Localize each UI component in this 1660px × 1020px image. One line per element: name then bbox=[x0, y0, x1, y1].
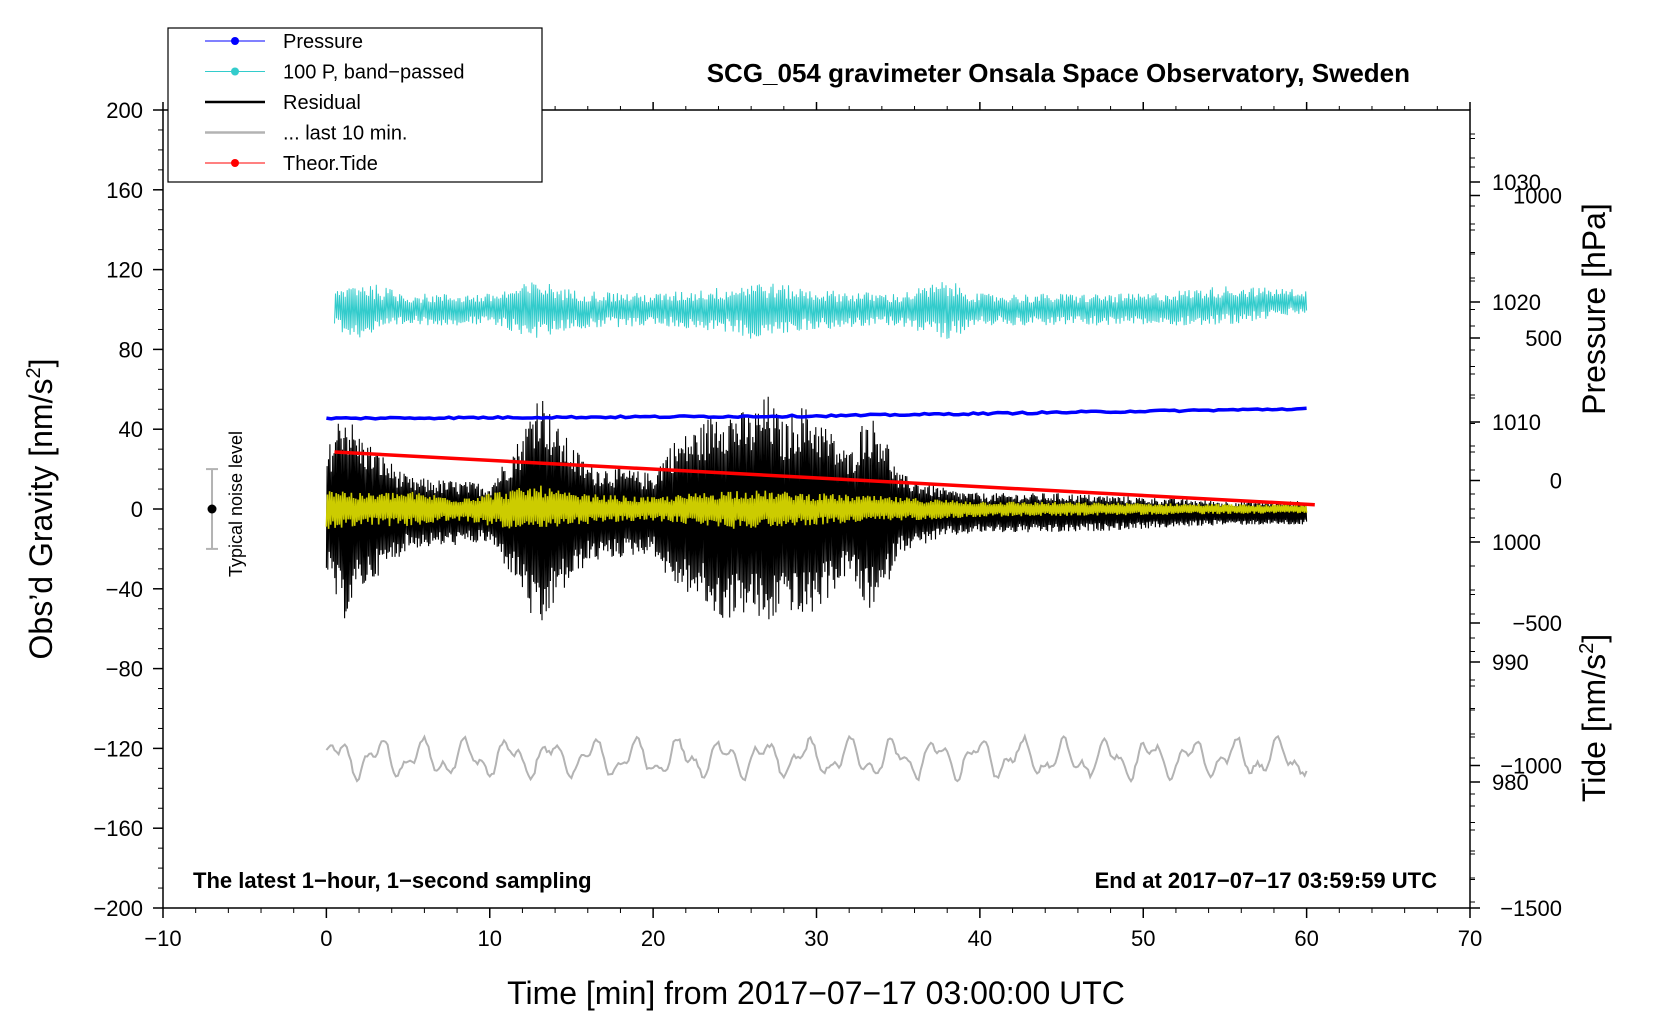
chart-title: SCG_054 gravimeter Onsala Space Observat… bbox=[707, 58, 1410, 88]
y-axis-gravity: −200 −160 −120 −80 −40 0 40 80 120 160 200 bbox=[93, 98, 163, 921]
y-tick-label: 160 bbox=[106, 178, 143, 203]
y-tick-label: −40 bbox=[106, 577, 143, 602]
pressure-tick-label: 1010 bbox=[1492, 410, 1541, 435]
x-tick-label: 40 bbox=[968, 926, 992, 951]
x-tick-label: 20 bbox=[641, 926, 665, 951]
y-axis-title-end: ] bbox=[23, 359, 59, 368]
x-tick-label: 60 bbox=[1294, 926, 1318, 951]
y-axis-title-main: Obs’d Gravity [nm/s bbox=[23, 379, 59, 660]
tide-tick-label: 0 bbox=[1550, 469, 1562, 494]
tide-tick-label: −500 bbox=[1512, 611, 1562, 636]
tide-axis-title: Tide [nm/s2] bbox=[1576, 634, 1612, 802]
y-tick-label: 40 bbox=[119, 417, 143, 442]
tide-tick-label: 500 bbox=[1525, 326, 1562, 351]
tide-axis-title-main: Tide [nm/s bbox=[1576, 654, 1612, 802]
x-tick-label: 30 bbox=[804, 926, 828, 951]
tide-axis-title-end: ] bbox=[1576, 634, 1612, 643]
legend-label: Residual bbox=[283, 92, 361, 114]
y-tick-label: −200 bbox=[93, 896, 143, 921]
y-tick-label: −120 bbox=[93, 736, 143, 761]
sampling-note: The latest 1−hour, 1−second sampling bbox=[193, 868, 592, 893]
end-time-note: End at 2017−07−17 03:59:59 UTC bbox=[1095, 868, 1438, 893]
y-axis-pressure: 980 990 1000 1010 1020 1030 bbox=[1470, 133, 1541, 903]
legend-label: Pressure bbox=[283, 31, 363, 53]
y-tick-label: 200 bbox=[106, 98, 143, 123]
y-axis-tide: −1500 −1000 −500 0 500 1000 bbox=[1470, 138, 1562, 921]
legend: Pressure 100 P, band−passed Residual ... la… bbox=[167, 27, 543, 183]
legend-marker bbox=[231, 37, 239, 45]
y-tick-label: 0 bbox=[131, 497, 143, 522]
legend-marker bbox=[231, 67, 239, 76]
x-tick-label: 50 bbox=[1131, 926, 1155, 951]
y-axis-title: Obs’d Gravity [nm/s2] bbox=[23, 359, 59, 660]
x-tick-label: −10 bbox=[144, 926, 181, 951]
y-axis-title-sup: 2 bbox=[23, 367, 45, 378]
x-tick-label: 0 bbox=[320, 926, 332, 951]
filtered-band-line bbox=[325, 485, 1308, 529]
tide-tick-label: −1500 bbox=[1500, 896, 1562, 921]
last-10-min-line bbox=[325, 733, 1308, 783]
theoretical-tide-line bbox=[334, 450, 1315, 507]
legend-box bbox=[167, 27, 543, 183]
legend-label: 100 P, band−passed bbox=[283, 62, 464, 84]
x-axis-title: Time [min] from 2017−07−17 03:00:00 UTC bbox=[507, 975, 1125, 1011]
y-tick-label: −160 bbox=[93, 816, 143, 841]
band-passed-pressure-line bbox=[334, 282, 1308, 339]
y-tick-label: 120 bbox=[106, 258, 143, 283]
series-layer bbox=[325, 282, 1315, 783]
noise-level-indicator: Typical noise level bbox=[206, 431, 246, 577]
x-tick-label: 10 bbox=[478, 926, 502, 951]
pressure-axis-title: Pressure [hPa] bbox=[1576, 203, 1612, 415]
legend-label: ... last 10 min. bbox=[283, 123, 408, 145]
x-axis: −10 0 10 20 30 40 50 60 70 bbox=[144, 102, 1482, 951]
pressure-tick-label: 990 bbox=[1492, 650, 1529, 675]
x-tick-label: 70 bbox=[1458, 926, 1482, 951]
pressure-tick-label: 1020 bbox=[1492, 290, 1541, 315]
noise-label: Typical noise level bbox=[226, 431, 246, 577]
tide-tick-label: −1000 bbox=[1500, 754, 1562, 779]
y-tick-label: 80 bbox=[119, 337, 143, 362]
tide-tick-label: 1000 bbox=[1513, 184, 1562, 209]
pressure-tick-label: 1030 bbox=[1492, 170, 1541, 195]
noise-point bbox=[207, 504, 217, 514]
tide-axis-title-sup: 2 bbox=[1576, 643, 1598, 654]
pressure-line bbox=[326, 406, 1307, 421]
pressure-tick-label: 980 bbox=[1492, 770, 1529, 795]
legend-label: Theor.Tide bbox=[283, 153, 378, 175]
pressure-tick-label: 1000 bbox=[1492, 530, 1541, 555]
y-tick-label: −80 bbox=[106, 657, 143, 682]
legend-marker bbox=[231, 159, 239, 167]
